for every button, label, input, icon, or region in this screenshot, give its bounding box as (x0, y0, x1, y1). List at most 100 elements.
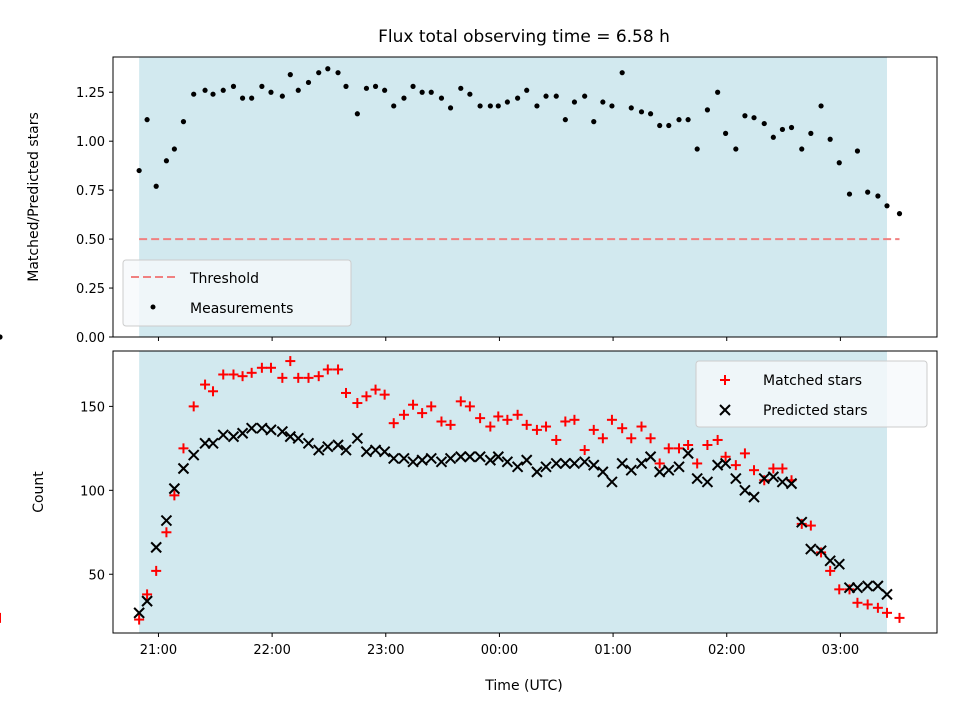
predicted-point (256, 422, 268, 434)
measurement-point (666, 122, 672, 129)
predicted-point (444, 452, 457, 465)
matched-point (161, 527, 172, 538)
measurement-point (220, 87, 226, 93)
matched-point (388, 418, 399, 429)
matched-point (597, 433, 608, 444)
measurement-point (582, 93, 588, 99)
predicted-point (861, 580, 874, 592)
measurement-point (751, 115, 757, 121)
matched-point (485, 421, 496, 432)
measurement-point (458, 85, 464, 91)
matched-point (445, 419, 456, 430)
predicted-point (606, 476, 618, 488)
matched-point (852, 597, 863, 608)
predicted-point (824, 555, 836, 567)
measurement-point (363, 85, 370, 91)
matched-point (313, 371, 324, 382)
matched-point (246, 367, 257, 378)
measurement-point (827, 136, 833, 142)
predicted-point (425, 452, 437, 465)
measurement-point (799, 146, 805, 152)
predicted-point (351, 432, 364, 444)
measurements-legend-swatch (150, 304, 156, 310)
measurement-point (239, 95, 246, 101)
measurement-point (325, 66, 331, 72)
ratio-legend: Threshold Measurements (122, 259, 352, 327)
matched-point (541, 421, 552, 432)
matched-point (208, 386, 219, 397)
predicted-point (217, 429, 229, 441)
predicted-point (833, 558, 845, 570)
measurement-point (495, 103, 501, 109)
matched-point (692, 458, 703, 469)
time-x-tick-label: 23:00 (367, 643, 404, 658)
predicted-point (616, 457, 628, 470)
predicted-point (435, 456, 448, 468)
measurement-point (487, 103, 493, 109)
predicted-point (597, 466, 609, 478)
predicted-point (872, 580, 884, 592)
measurement-point (788, 124, 795, 131)
measurement-point (279, 93, 285, 99)
predicted-legend-swatch (719, 404, 731, 416)
measurement-point (896, 211, 903, 217)
measurement-point (171, 146, 177, 152)
matched-point (352, 398, 363, 409)
measurement-point (553, 93, 559, 99)
count-axis-label: Count (31, 471, 47, 513)
matched-point (636, 421, 647, 432)
time-x-tick-label: 00:00 (481, 643, 518, 658)
matched-point (277, 372, 288, 383)
measurement-point (419, 89, 425, 95)
predicted-point (796, 516, 808, 528)
matched-point (617, 423, 628, 434)
predicted-point (160, 514, 173, 527)
measurement-point (761, 120, 767, 127)
predicted-point (455, 451, 467, 463)
ratio-y-tick-label: 0.75 (76, 184, 105, 199)
predicted-point (531, 466, 543, 478)
predicted-point (682, 447, 694, 460)
matched-point (218, 369, 229, 380)
matched-point (702, 440, 713, 450)
predicted-point (815, 545, 827, 557)
ratio-y-tick-label: 1.25 (76, 86, 105, 101)
measurement-point (676, 117, 682, 123)
predicted-point (540, 461, 552, 473)
predicted-point (578, 456, 591, 468)
measurement-point (295, 87, 301, 93)
count-panel: 50 100 150 21:00 22:00 23:00 00:00 01:00 02:00 0… (0, 350, 938, 694)
predicted-point (484, 454, 497, 466)
predicted-point (568, 457, 581, 470)
predicted-point (388, 452, 400, 465)
matched-point (531, 424, 542, 435)
matched-point (730, 460, 741, 471)
measurement-point (210, 91, 216, 97)
matched-point (228, 369, 239, 380)
matched-point (408, 399, 419, 410)
matched-point (436, 416, 447, 427)
measurement-point (704, 107, 711, 113)
predicted-point (245, 422, 258, 434)
measurement-point (694, 146, 700, 152)
matched-point (825, 565, 836, 576)
measurement-point (230, 83, 237, 89)
measurement-point (733, 146, 739, 152)
measurement-point (715, 89, 721, 95)
matched-point (654, 458, 665, 469)
predicted-point (360, 446, 373, 458)
measurement-point (401, 95, 407, 101)
predicted-point (227, 430, 240, 443)
predicted-point (416, 454, 428, 466)
predicted-point (550, 457, 562, 470)
matched-point (475, 413, 486, 424)
matched-point (370, 384, 381, 395)
measurement-point (770, 134, 776, 140)
measurements-legend-label: Measurements (190, 301, 293, 317)
predicted-point (625, 464, 637, 476)
measurement-point (163, 158, 170, 164)
matched-point (796, 518, 807, 529)
predicted-point (276, 425, 289, 438)
measurement-point (343, 83, 349, 89)
matched-point (340, 387, 351, 398)
